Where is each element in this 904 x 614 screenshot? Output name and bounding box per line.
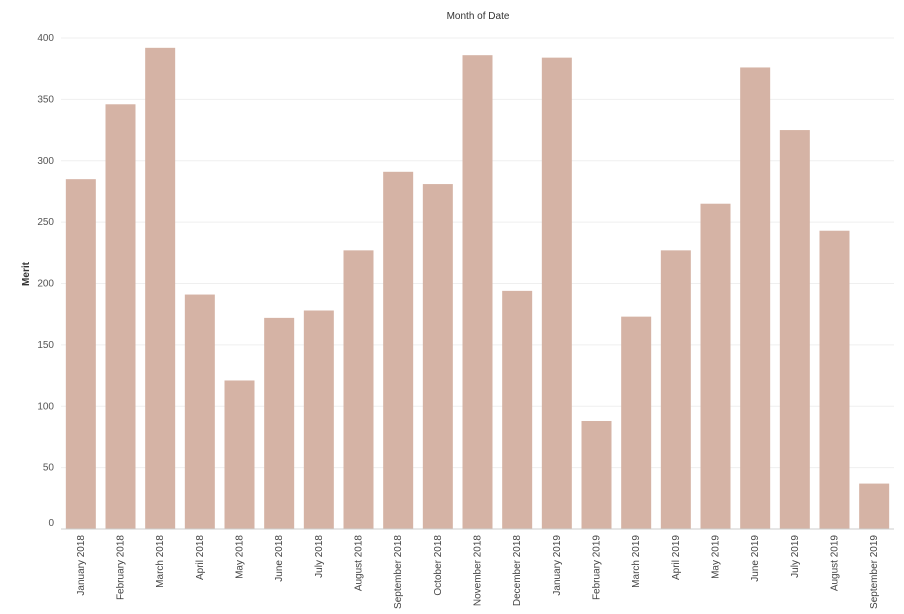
bar <box>819 230 850 529</box>
y-tick-label: 400 <box>37 33 54 44</box>
x-tick-label: November 2018 <box>473 535 484 607</box>
bar <box>700 203 731 529</box>
bar <box>541 57 572 529</box>
bar <box>581 420 612 529</box>
y-tick-label: 200 <box>37 279 54 290</box>
bar <box>740 67 771 530</box>
bar <box>224 380 255 529</box>
x-tick-label: June 2018 <box>274 535 285 582</box>
bar <box>660 250 691 530</box>
chart-title: Month of Date <box>447 11 510 22</box>
bar <box>621 316 652 529</box>
x-tick-label: July 2019 <box>790 535 801 578</box>
bars <box>65 47 890 530</box>
x-tick-label: September 2018 <box>393 535 404 609</box>
bar <box>65 179 96 529</box>
x-tick-label: September 2019 <box>869 535 880 609</box>
y-tick-label: 350 <box>37 94 54 105</box>
bar <box>779 130 810 529</box>
y-tick-label: 150 <box>37 340 54 351</box>
bar <box>343 250 374 530</box>
bar <box>303 310 334 529</box>
bar <box>859 483 890 529</box>
x-tick-label: February 2019 <box>592 535 603 600</box>
x-tick-label: May 2019 <box>711 535 722 579</box>
x-tick-label: March 2018 <box>155 535 166 588</box>
y-axis-ticks: 0 50 100 150 200 250 300 350 400 <box>37 33 54 529</box>
x-tick-label: August 2018 <box>354 535 365 592</box>
y-axis-label: Merit <box>21 261 32 286</box>
x-tick-label: June 2019 <box>750 535 761 582</box>
x-tick-label: May 2018 <box>235 535 246 579</box>
x-tick-label: April 2018 <box>195 535 206 580</box>
y-tick-label: 0 <box>48 518 54 529</box>
bar <box>264 317 295 529</box>
y-tick-label: 50 <box>43 463 55 474</box>
bar <box>502 290 533 529</box>
x-tick-label: January 2018 <box>76 535 87 596</box>
x-axis-ticks: January 2018 February 2018 March 2018 April… <box>76 535 880 609</box>
bar <box>462 55 493 530</box>
x-tick-label: February 2018 <box>116 535 127 600</box>
bar <box>422 184 453 529</box>
x-tick-label: March 2019 <box>631 535 642 588</box>
x-tick-label: October 2018 <box>433 535 444 596</box>
y-tick-label: 300 <box>37 156 54 167</box>
bar <box>145 47 176 529</box>
bar <box>184 294 215 529</box>
x-tick-label: December 2018 <box>512 535 523 607</box>
x-tick-label: July 2018 <box>314 535 325 578</box>
x-tick-label: August 2019 <box>830 535 841 592</box>
bar <box>105 104 136 529</box>
y-tick-label: 250 <box>37 217 54 228</box>
x-tick-label: April 2019 <box>671 535 682 580</box>
x-tick-label: January 2019 <box>552 535 563 596</box>
bar <box>383 171 414 530</box>
y-tick-label: 100 <box>37 401 54 412</box>
